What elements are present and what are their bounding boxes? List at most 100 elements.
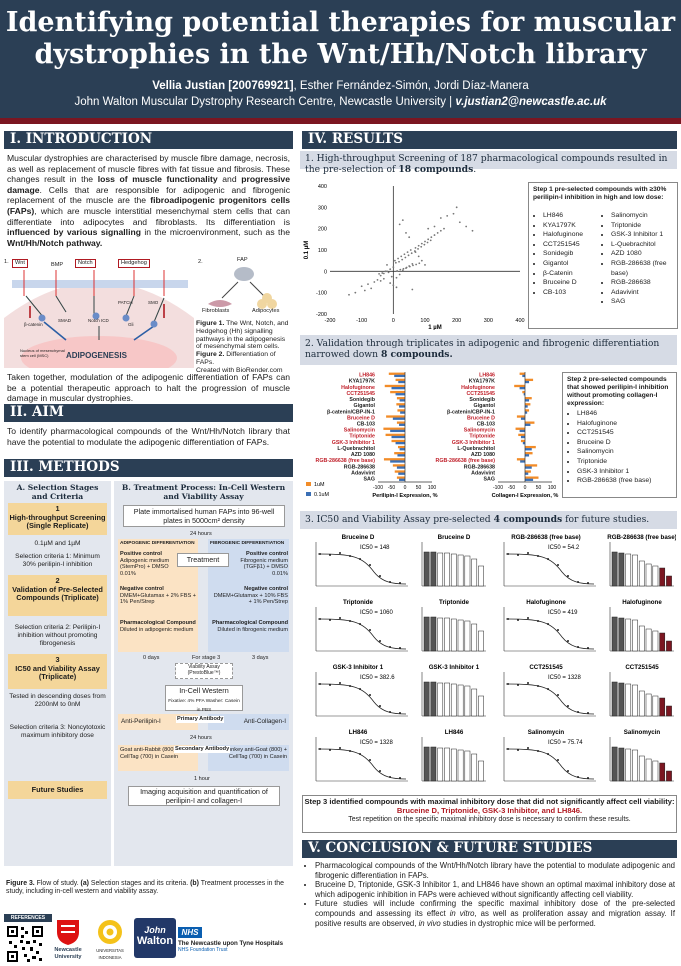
pharm-fibro: Pharmacological Compound Diluted in fibro… bbox=[210, 620, 288, 633]
aim-section-title: II. AIM bbox=[4, 404, 293, 422]
universitas-indonesia-logo-text: UNIVERSITAS INDONESIA bbox=[96, 948, 124, 960]
bar-1um bbox=[394, 452, 405, 455]
pos-control-adipo-text: Adipogenic medium (StemPro) + DMSO 0.01% bbox=[120, 557, 170, 577]
viability-bar bbox=[625, 748, 632, 782]
ic50-curve-1: RGB-286638 (free base) IC50 = 54.2 bbox=[503, 534, 596, 587]
step3-box: Step 3 identified compounds with maximal… bbox=[302, 795, 677, 833]
scatter-point bbox=[426, 241, 429, 244]
viability-title: CCT251545 bbox=[625, 664, 659, 671]
viability-bar bbox=[625, 553, 632, 587]
stage-1-number: 1 bbox=[55, 504, 60, 513]
ic50-point bbox=[319, 618, 321, 620]
bar-xtick: 100 bbox=[548, 485, 557, 491]
viability-bar bbox=[471, 558, 478, 587]
pharm-adipo-title: Pharmacological Compound bbox=[120, 620, 196, 626]
legend-1um-swatch bbox=[306, 482, 311, 486]
bar-01um bbox=[523, 393, 525, 396]
ic50-point bbox=[577, 711, 579, 713]
scatter-point bbox=[420, 245, 423, 248]
poster-header: Identifying potential therapies for musc… bbox=[0, 0, 681, 118]
ic50-point bbox=[527, 682, 529, 684]
conclusion-point-2: Bruceine D, Triptonide, GSK-3 Inhibitor … bbox=[315, 880, 675, 899]
smad-label: SMAD bbox=[58, 318, 72, 323]
scatter-point bbox=[401, 258, 404, 261]
bar-category-label: KYA1797K bbox=[469, 379, 495, 385]
duration-1h: 1 hour bbox=[194, 776, 210, 782]
scatter-point bbox=[378, 272, 380, 275]
scatter-point bbox=[427, 227, 430, 230]
scatter-point bbox=[406, 251, 409, 254]
scatter-point bbox=[382, 277, 385, 280]
scatter-point bbox=[455, 206, 458, 209]
ic50-title: Salinomycin bbox=[528, 729, 565, 736]
viability-bar bbox=[478, 695, 484, 717]
fig2-label: 2. bbox=[198, 259, 203, 265]
ic50-point bbox=[339, 617, 341, 619]
ic50-fit-line bbox=[505, 618, 595, 650]
ic50-viability-grid: Bruceine D IC50 = 148 Bruceine D RGB-286638… bbox=[302, 532, 677, 792]
scatter-point bbox=[436, 232, 439, 234]
bar-category-label: Salinomycin bbox=[464, 428, 495, 434]
ic50-value: IC50 = 1328 bbox=[548, 675, 582, 681]
bar-category-label: Sonidegib bbox=[469, 397, 495, 403]
newcastle-university-logo-text: Newcastle University bbox=[54, 947, 82, 960]
fibroblasts-label: Fibroblasts bbox=[202, 308, 230, 314]
scatter-point bbox=[408, 265, 411, 268]
bar-1um bbox=[392, 464, 405, 467]
ic50-point bbox=[517, 554, 519, 556]
step1-item-b-4: AZD 1080 bbox=[611, 249, 679, 259]
qr-code-icon[interactable] bbox=[6, 925, 44, 963]
step1-item-b-1: Triptonide bbox=[611, 221, 679, 231]
john-walton-logo-line1: John bbox=[144, 925, 166, 935]
ic50-point bbox=[339, 747, 341, 749]
day-0-label: 0 days bbox=[143, 655, 160, 661]
scatter-point bbox=[398, 273, 401, 276]
criteria-1: Selection criteria 1: Minimum 30% perili… bbox=[15, 553, 100, 568]
ic50-title: RGB-286638 (free base) bbox=[511, 534, 580, 541]
viability-bars-5: CCT251545 bbox=[609, 664, 674, 717]
bar-category-label: CB-103 bbox=[357, 421, 375, 427]
bar-01um bbox=[398, 380, 405, 384]
bar-1um bbox=[396, 476, 405, 479]
viability-bar bbox=[625, 683, 632, 717]
ic50-curve-6: LH846 IC50 = 1328 bbox=[315, 729, 408, 782]
affiliation-text: John Walton Muscular Dystrophy Research … bbox=[74, 96, 456, 108]
scatter-point bbox=[379, 280, 382, 282]
viability-bar bbox=[638, 560, 645, 587]
bar-1um bbox=[397, 445, 405, 449]
email-link[interactable]: v.justian2@newcastle.ac.uk bbox=[455, 96, 607, 108]
viability-bars-0: Bruceine D bbox=[421, 534, 486, 587]
results-section-title: IV. RESULTS bbox=[302, 131, 677, 149]
scatter-point bbox=[381, 272, 384, 274]
pos-control-fibro: Positive control Fibrogenic medium (TGFβ1… bbox=[232, 551, 288, 577]
validation-bar-charts: LH846KYA1797KHalofuginoneCCT251545Sonide… bbox=[306, 372, 558, 499]
viability-bar bbox=[457, 684, 464, 717]
scatter-point bbox=[418, 262, 421, 265]
bar-01um bbox=[399, 405, 405, 408]
bar-1um bbox=[520, 439, 525, 443]
bar-1um bbox=[386, 415, 405, 418]
notch-icd-label: Notch ICD bbox=[88, 318, 109, 323]
bar-1um bbox=[385, 433, 405, 437]
scatter-point bbox=[407, 254, 410, 257]
viability-title: Triptonide bbox=[439, 599, 469, 606]
bar-1um bbox=[519, 372, 525, 375]
bar-01um bbox=[399, 423, 405, 426]
scatter-point bbox=[424, 264, 426, 266]
bar-01um bbox=[395, 393, 405, 396]
cell-membrane bbox=[12, 280, 188, 288]
ic50-title: Triptonide bbox=[343, 599, 373, 606]
scatter-ytick: 400 bbox=[318, 184, 327, 190]
viability-bar bbox=[645, 563, 652, 587]
viability-bar bbox=[444, 682, 450, 717]
bar-01um bbox=[390, 429, 405, 433]
fap-label: FAP bbox=[237, 257, 248, 263]
bar-1um bbox=[525, 378, 534, 382]
viability-bar bbox=[430, 746, 437, 782]
stage-1-box: 1 High-throughput Screening (Single Repli… bbox=[8, 503, 107, 535]
ic50-point bbox=[587, 647, 589, 649]
bar-xtick: -100 bbox=[493, 485, 503, 491]
scatter-point bbox=[386, 264, 388, 266]
notch-label: Notch bbox=[75, 259, 96, 268]
scatter-point bbox=[399, 268, 402, 271]
